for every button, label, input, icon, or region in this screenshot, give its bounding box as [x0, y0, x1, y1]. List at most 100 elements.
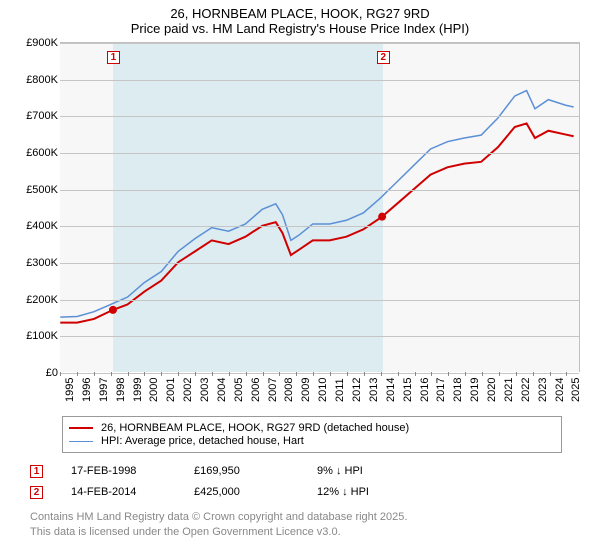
x-axis-label: 2016	[419, 378, 431, 402]
sale-point-marker	[378, 213, 386, 221]
x-axis-label: 2004	[216, 378, 228, 402]
plot-region: £0£100K£200K£300K£400K£500K£600K£700K£80…	[60, 42, 580, 372]
x-axis-label: 2006	[250, 378, 262, 402]
sale-marker-box: 2	[377, 51, 390, 64]
sale-marker-box: 1	[107, 51, 120, 64]
y-gridline	[60, 80, 579, 81]
x-tick	[128, 372, 129, 376]
x-tick	[94, 372, 95, 376]
legend-label: HPI: Average price, detached house, Hart	[101, 435, 304, 447]
y-gridline	[60, 153, 579, 154]
x-tick	[431, 372, 432, 376]
x-axis-label: 1998	[115, 378, 127, 402]
legend-row: HPI: Average price, detached house, Hart	[69, 435, 555, 447]
x-tick	[550, 372, 551, 376]
sale-hpi-delta: 12% ↓ HPI	[317, 486, 412, 498]
title-line-2: Price paid vs. HM Land Registry's House …	[0, 21, 600, 36]
legend-row: 26, HORNBEAM PLACE, HOOK, RG27 9RD (deta…	[69, 422, 555, 434]
footer-line-1: Contains HM Land Registry data © Crown c…	[30, 510, 407, 525]
x-axis-label: 2014	[385, 378, 397, 402]
x-axis-label: 1995	[64, 378, 76, 402]
x-tick	[516, 372, 517, 376]
x-axis-label: 2015	[402, 378, 414, 402]
y-axis-label: £100K	[20, 330, 58, 342]
x-axis-label: 2024	[554, 378, 566, 402]
x-tick	[263, 372, 264, 376]
y-axis-label: £300K	[20, 257, 58, 269]
x-tick	[161, 372, 162, 376]
sale-hpi-delta: 9% ↓ HPI	[317, 465, 412, 477]
x-axis-label: 2025	[570, 378, 582, 402]
chart-container: 26, HORNBEAM PLACE, HOOK, RG27 9RD Price…	[0, 0, 600, 560]
sale-price: £169,950	[194, 465, 289, 477]
x-tick	[111, 372, 112, 376]
x-tick	[330, 372, 331, 376]
chart-svg	[60, 43, 579, 372]
legend-swatch	[69, 441, 93, 442]
x-axis-label: 2022	[520, 378, 532, 402]
legend: 26, HORNBEAM PLACE, HOOK, RG27 9RD (deta…	[62, 416, 562, 453]
x-tick	[77, 372, 78, 376]
y-axis-label: £900K	[20, 37, 58, 49]
x-tick	[279, 372, 280, 376]
y-axis-label: £400K	[20, 220, 58, 232]
legend-label: 26, HORNBEAM PLACE, HOOK, RG27 9RD (deta…	[101, 422, 409, 434]
x-axis-label: 2017	[435, 378, 447, 402]
x-tick	[364, 372, 365, 376]
x-tick	[195, 372, 196, 376]
sale-marker-box: 2	[30, 486, 43, 499]
y-gridline	[60, 116, 579, 117]
x-tick	[212, 372, 213, 376]
y-gridline	[60, 373, 579, 374]
x-axis-label: 2009	[300, 378, 312, 402]
y-axis-label: £600K	[20, 147, 58, 159]
x-axis-label: 2002	[182, 378, 194, 402]
x-tick	[465, 372, 466, 376]
x-tick	[313, 372, 314, 376]
footer-attribution: Contains HM Land Registry data © Crown c…	[30, 510, 407, 540]
series-hpi	[60, 91, 573, 318]
x-axis-label: 2021	[503, 378, 515, 402]
x-tick	[246, 372, 247, 376]
x-tick	[415, 372, 416, 376]
x-tick	[448, 372, 449, 376]
x-tick	[347, 372, 348, 376]
x-axis-label: 2012	[351, 378, 363, 402]
y-gridline	[60, 43, 579, 44]
y-axis-label: £800K	[20, 74, 58, 86]
x-axis-label: 2019	[469, 378, 481, 402]
y-gridline	[60, 336, 579, 337]
y-axis-label: £700K	[20, 110, 58, 122]
x-axis-label: 2003	[199, 378, 211, 402]
sale-marker-box: 1	[30, 465, 43, 478]
footer-line-2: This data is licensed under the Open Gov…	[30, 525, 407, 540]
y-axis-label: £500K	[20, 184, 58, 196]
x-tick	[499, 372, 500, 376]
points-table: 117-FEB-1998£169,9509% ↓ HPI214-FEB-2014…	[30, 458, 412, 505]
x-axis-label: 2013	[368, 378, 380, 402]
sale-point-marker	[109, 306, 117, 314]
points-table-row: 2 14-FEB-2014 £425,000 12% ↓ HPI	[30, 484, 412, 500]
x-axis-label: 1999	[132, 378, 144, 402]
x-axis-label: 2020	[486, 378, 498, 402]
y-gridline	[60, 190, 579, 191]
x-tick	[482, 372, 483, 376]
legend-swatch	[69, 427, 93, 429]
y-gridline	[60, 300, 579, 301]
x-axis-label: 2023	[537, 378, 549, 402]
y-gridline	[60, 263, 579, 264]
x-tick	[60, 372, 61, 376]
title-line-1: 26, HORNBEAM PLACE, HOOK, RG27 9RD	[0, 6, 600, 21]
sale-price: £425,000	[194, 486, 289, 498]
x-axis-label: 2011	[334, 378, 346, 402]
x-tick	[566, 372, 567, 376]
x-tick	[381, 372, 382, 376]
y-axis-label: £200K	[20, 294, 58, 306]
x-axis-label: 2018	[452, 378, 464, 402]
y-axis-label: £0	[20, 367, 58, 379]
sale-date: 14-FEB-2014	[71, 486, 166, 498]
title-block: 26, HORNBEAM PLACE, HOOK, RG27 9RD Price…	[0, 0, 600, 38]
x-tick	[144, 372, 145, 376]
x-tick	[398, 372, 399, 376]
x-axis-label: 2001	[165, 378, 177, 402]
